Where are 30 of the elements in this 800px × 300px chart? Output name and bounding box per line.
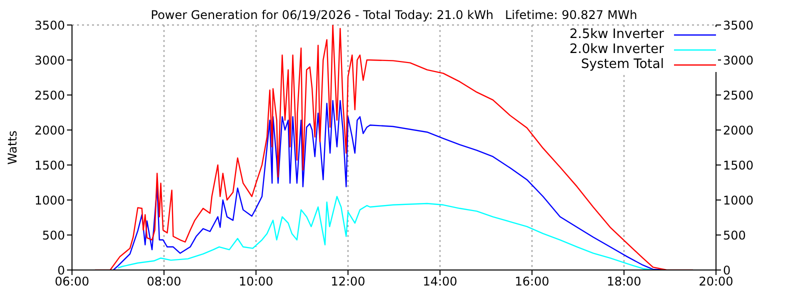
- y-axis-title: Watts: [5, 130, 20, 165]
- y-tick-label: 3000: [34, 53, 65, 68]
- line-series: [117, 196, 654, 270]
- y2-tick-label: 0: [723, 263, 731, 278]
- x-tick-label: 20:00: [698, 274, 734, 289]
- y2-tick-label: 2000: [723, 123, 754, 138]
- y2-tick-label: 1500: [723, 158, 754, 172]
- legend-label: 2.5kw Inverter: [569, 27, 664, 42]
- y2-tick-label: 1000: [723, 193, 754, 208]
- y-tick-label: 2500: [34, 88, 65, 102]
- y2-tick-label: 500: [723, 228, 746, 242]
- y-tick-label: 3500: [34, 18, 65, 32]
- y-tick-label: 2000: [34, 123, 65, 138]
- x-tick-label: 06:00: [54, 274, 90, 289]
- chart-title: Power Generation for 06/19/2026 - Total Today: 21.0 kWh Lifetime: 90.827 MWh: [150, 8, 638, 22]
- legend-label: System Total: [581, 57, 664, 72]
- y-tick-label: 1000: [34, 193, 65, 208]
- x-tick-label: 10:00: [238, 274, 274, 289]
- legend-label: 2.0kw Inverter: [569, 42, 664, 57]
- x-tick-label: 08:00: [146, 274, 182, 289]
- y-tick-label: 1500: [34, 158, 65, 172]
- y-tick-label: 0: [57, 263, 65, 278]
- y-tick-label: 500: [42, 228, 65, 242]
- x-tick-label: 16:00: [514, 274, 550, 289]
- y2-tick-label: 2500: [723, 88, 754, 102]
- x-tick-label: 14:00: [422, 274, 458, 289]
- y2-tick-label: 3500: [723, 18, 754, 32]
- x-tick-label: 18:00: [606, 274, 642, 289]
- x-tick-label: 12:00: [330, 274, 366, 289]
- y2-tick-label: 3000: [723, 53, 754, 68]
